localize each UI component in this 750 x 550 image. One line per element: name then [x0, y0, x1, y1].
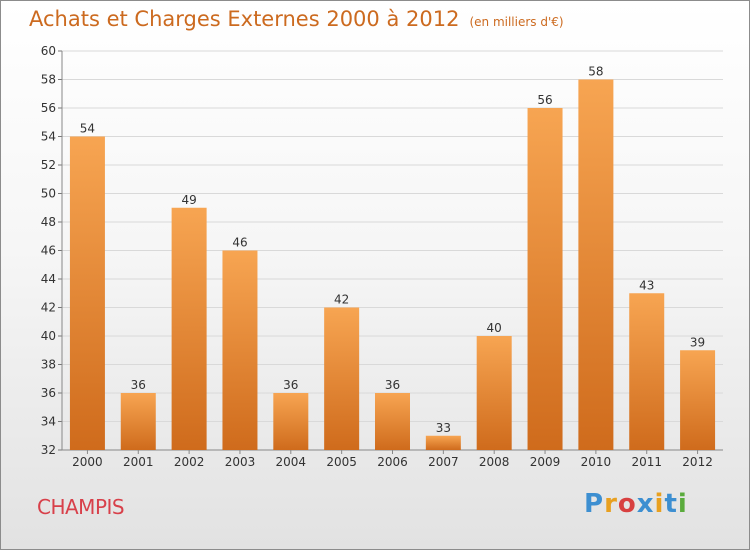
chart-title-text: Achats et Charges Externes 2000 à 2012: [29, 7, 460, 31]
logo-letter: i: [654, 489, 665, 519]
bar: [476, 336, 512, 450]
labels: 32 34 36 38 40 42 44 46 48 50 52 54 56 58 60 2000 54 2001…: [41, 44, 713, 469]
x-tick-label: 2010: [581, 455, 612, 469]
bar: [120, 393, 156, 450]
x-tick-label: 2001: [123, 455, 154, 469]
bar: [680, 350, 716, 450]
logo-letter: P: [584, 489, 605, 519]
y-tick-label: 48: [41, 215, 56, 229]
data-label: 36: [131, 378, 146, 392]
logo-letter: r: [604, 489, 618, 519]
bar: [69, 136, 105, 450]
data-label: 36: [385, 378, 400, 392]
data-label: 54: [80, 122, 95, 136]
x-tick-label: 2000: [72, 455, 103, 469]
y-tick-label: 34: [41, 415, 56, 429]
data-label: 39: [690, 335, 705, 349]
logo-letter: t: [664, 489, 678, 519]
x-tick-label: 2012: [682, 455, 713, 469]
x-tick-label: 2007: [428, 455, 459, 469]
bar: [527, 108, 563, 450]
x-tick-label: 2009: [530, 455, 561, 469]
y-tick-label: 50: [41, 187, 56, 201]
bar: [375, 393, 410, 450]
x-tick-label: 2003: [225, 455, 256, 469]
data-label: 49: [181, 193, 196, 207]
x-tick-label: 2002: [174, 455, 205, 469]
x-tick-label: 2011: [631, 455, 662, 469]
bar: [273, 393, 309, 450]
y-tick-label: 42: [41, 301, 56, 315]
bars: [69, 79, 716, 450]
commune-name: CHAMPIS: [37, 495, 125, 519]
bar: [629, 293, 665, 450]
logo-letter: x: [636, 489, 655, 519]
bar: [324, 307, 360, 450]
x-tick-label: 2006: [377, 455, 408, 469]
y-tick-label: 46: [41, 244, 56, 258]
data-label: 42: [334, 293, 349, 307]
data-label: 36: [283, 378, 298, 392]
data-label: 40: [487, 321, 502, 335]
x-tick-label: 2008: [479, 455, 510, 469]
bar: [171, 207, 207, 450]
data-label: 58: [588, 65, 603, 79]
y-tick-label: 54: [41, 130, 56, 144]
y-tick-label: 38: [41, 358, 56, 372]
bar: [578, 79, 614, 450]
bar: [222, 250, 258, 450]
data-label: 56: [537, 93, 552, 107]
y-tick-label: 44: [41, 272, 56, 286]
proxiti-logo: Proxiti: [584, 489, 688, 519]
data-label: 46: [232, 236, 247, 250]
y-tick-label: 60: [41, 44, 56, 58]
bar: [425, 435, 461, 450]
y-tick-label: 40: [41, 329, 56, 343]
y-tick-label: 56: [41, 101, 56, 115]
x-tick-label: 2005: [326, 455, 357, 469]
chart-title: Achats et Charges Externes 2000 à 2012 (e…: [29, 7, 564, 31]
y-tick-label: 58: [41, 73, 56, 87]
y-tick-label: 32: [41, 443, 56, 457]
logo-letter: i: [677, 489, 688, 519]
data-label: 43: [639, 278, 654, 292]
data-label: 33: [436, 421, 451, 435]
logo-letter: o: [617, 489, 637, 519]
y-tick-label: 52: [41, 158, 56, 172]
chart-unit: (en milliers d'€): [469, 15, 564, 29]
x-tick-label: 2004: [276, 455, 307, 469]
y-tick-label: 36: [41, 386, 56, 400]
